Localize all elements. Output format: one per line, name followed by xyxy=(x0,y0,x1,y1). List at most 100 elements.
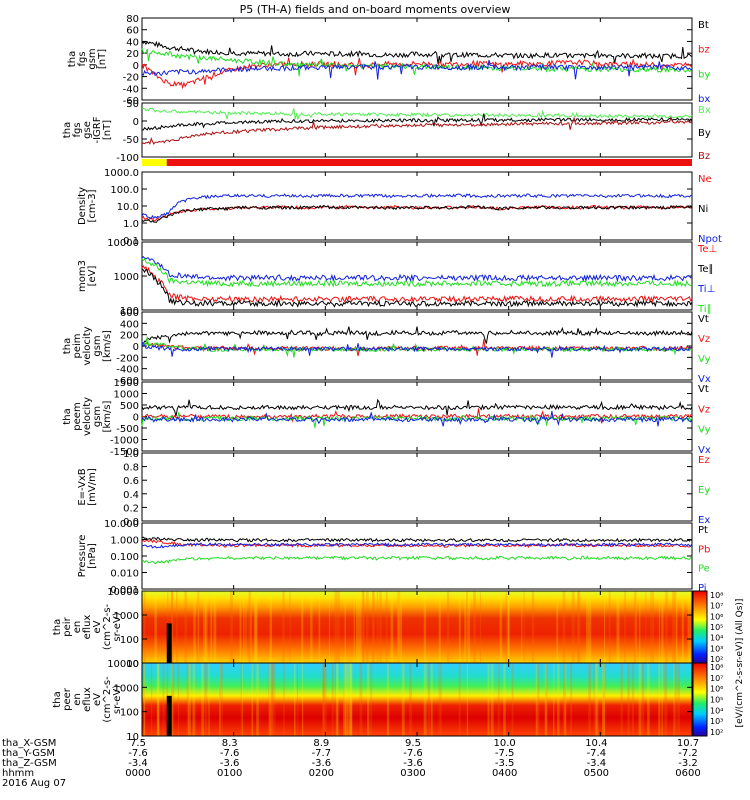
y-tick-label: 1000 xyxy=(114,683,139,694)
spectrogram-streak xyxy=(507,591,510,663)
spectrogram-streak xyxy=(490,663,494,736)
mode-bar-segment-0 xyxy=(142,159,167,166)
spectrogram-streak xyxy=(186,663,189,736)
y-axis-label-line: eV xyxy=(92,693,103,706)
y-tick-label: 0.010 xyxy=(110,569,139,580)
legend-Pt: Pt xyxy=(698,525,708,536)
spectrogram-streak xyxy=(608,591,611,663)
y-axis-label-line: [cm-3] xyxy=(87,189,98,222)
legend-Pe: Pe xyxy=(698,564,710,575)
spectrogram-streak xyxy=(647,663,650,736)
spectrogram-streak xyxy=(464,591,467,663)
mode-bar-segment-1 xyxy=(166,159,692,166)
spectrogram-streak xyxy=(337,591,340,663)
spectrogram-streak xyxy=(446,591,450,663)
spectrogram-streak xyxy=(310,591,313,663)
spectrogram-streak xyxy=(154,591,157,663)
y-tick-label: 10000 xyxy=(107,587,139,598)
spectrogram-streak xyxy=(658,591,661,663)
spectrogram-streak xyxy=(401,663,405,736)
colorbar-tick-label: 10⁸ xyxy=(710,663,723,672)
spectrogram-streak xyxy=(570,663,573,736)
spectrogram-streak xyxy=(458,663,461,736)
spectrogram-streak xyxy=(171,591,174,663)
spectrogram-streak xyxy=(282,591,285,663)
spectrogram-streak xyxy=(589,591,592,663)
spectrogram-streak xyxy=(334,663,336,736)
y-tick-label: 0.6 xyxy=(123,476,139,487)
y-tick-label: 1000 xyxy=(114,611,139,622)
y-tick-label: 1000.0 xyxy=(104,168,139,179)
spectrogram-streak xyxy=(535,663,538,736)
y-tick-label: 60 xyxy=(126,26,139,37)
legend-by: by xyxy=(698,69,710,80)
spectrogram-streak xyxy=(564,663,567,736)
spectrogram-streak xyxy=(336,663,339,736)
series-Bz-line xyxy=(141,116,692,145)
spectrogram-streak xyxy=(268,663,270,736)
y-axis-label-line: peer xyxy=(62,687,73,711)
spectrogram-streak xyxy=(624,591,626,663)
y-tick-label: 20 xyxy=(126,49,139,60)
spectrogram-streak xyxy=(556,591,559,663)
legend-Vx: Vx xyxy=(698,374,711,385)
spectrogram-streak xyxy=(256,663,259,736)
spectrogram-streak xyxy=(675,591,678,663)
y-tick-label: -50 xyxy=(123,135,139,146)
colorbar-tick-label: 10² xyxy=(710,655,723,664)
spectrogram-streak xyxy=(430,663,433,736)
spectrogram-streak xyxy=(505,591,508,663)
spectrogram-streak xyxy=(143,663,146,736)
y-tick-label: -400 xyxy=(116,365,139,376)
y-tick-label: 10.0 xyxy=(117,202,139,213)
series-Pe-line xyxy=(141,555,693,565)
y-axis-label-line: fgs xyxy=(72,122,83,137)
spectrogram-streak xyxy=(641,663,645,736)
spectrogram-streak xyxy=(602,663,605,736)
spectrogram-streak xyxy=(602,663,606,736)
y-tick-label: 10.000 xyxy=(104,519,139,530)
y-tick-label: 200 xyxy=(120,331,139,342)
spectrogram-streak xyxy=(344,591,346,663)
y-tick-label: 0.1 xyxy=(123,236,139,247)
x-row-value: -7.6 xyxy=(220,748,240,759)
spectrogram-streak xyxy=(349,663,353,736)
spectrogram-streak xyxy=(423,591,427,663)
y-tick-label: 0.001 xyxy=(110,585,139,596)
y-axis-label-line: en xyxy=(72,693,83,706)
spectrogram-streak xyxy=(673,663,675,736)
x-row-value: 7.5 xyxy=(130,738,146,749)
spectrogram-streak xyxy=(156,663,160,736)
spectrogram-streak xyxy=(241,663,243,736)
spectrogram-streak xyxy=(243,591,245,663)
spectrogram-streak xyxy=(503,663,506,736)
spectrogram-streak xyxy=(301,663,304,736)
y-tick-label: 1000 xyxy=(114,390,139,401)
y-tick-label: -20 xyxy=(123,73,139,84)
spectrogram-streak xyxy=(674,663,677,736)
spectrogram-streak xyxy=(603,591,606,663)
colorbar-label: [eV/(cm^2-s-sr-eV)] (All Qs)] xyxy=(735,599,745,728)
y-axis-label-line: eV xyxy=(92,620,103,633)
y-tick-label: 100 xyxy=(120,708,139,719)
spectrogram-streak xyxy=(651,591,654,663)
x-row-value: 8.3 xyxy=(222,738,238,749)
y-tick-label: 0 xyxy=(133,117,139,128)
spectrogram-streak xyxy=(577,591,581,663)
spectrogram-streak xyxy=(427,663,430,736)
y-axis-label-line: velocity xyxy=(82,397,93,436)
spectrogram-streak xyxy=(349,663,352,736)
x-row-value: 10.7 xyxy=(677,738,699,749)
x-row-label: tha_X-GSM xyxy=(2,738,56,749)
spectrogram-streak xyxy=(376,591,379,663)
series-Vx-line xyxy=(141,410,693,427)
y-axis-label-line: peem xyxy=(72,402,83,430)
x-row-value: 10.4 xyxy=(585,738,607,749)
y-axis-label-line: [nT] xyxy=(102,120,113,140)
y-tick-label: 1500 xyxy=(114,378,139,389)
spectrogram-streak xyxy=(201,663,204,736)
spectrogram-streak xyxy=(353,591,355,663)
legend-Ne: Ne xyxy=(698,174,712,185)
y-axis-label-line: peim xyxy=(72,333,83,358)
spectrogram-streak xyxy=(400,591,403,663)
